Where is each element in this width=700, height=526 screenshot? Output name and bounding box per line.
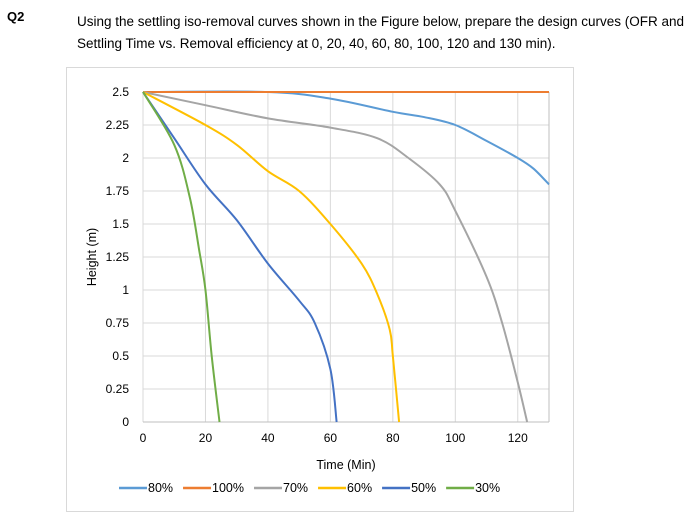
- y-tick-label: 2.5: [112, 85, 129, 99]
- legend-label: 100%: [212, 481, 244, 495]
- y-tick-label: 0.25: [106, 382, 130, 396]
- y-tick-label: 2.25: [106, 118, 130, 132]
- question-number: Q2: [7, 9, 25, 24]
- series-line-30pct: [142, 91, 221, 423]
- y-tick-label: 1.5: [112, 217, 129, 231]
- legend-label: 70%: [283, 481, 308, 495]
- legend: 80% 100% 70% 60% 50% 30%: [119, 481, 500, 495]
- series-line-70pct: [142, 91, 529, 423]
- y-axis-label: Height (m): [85, 228, 99, 286]
- y-tick-label: 1.25: [106, 250, 130, 264]
- legend-label: 60%: [347, 481, 372, 495]
- series-line-50pct: [142, 91, 338, 423]
- x-tick-label: 100: [445, 431, 465, 445]
- legend-label: 50%: [411, 481, 436, 495]
- series-lines: [142, 90, 550, 423]
- question-text: Using the settling iso-removal curves sh…: [77, 14, 685, 51]
- y-tick-label: 2: [122, 151, 129, 165]
- tick-labels: 0 0.25 0.5 0.75 1 1.25 1.5 1.75 2 2.25 2.5 0 20 40 60 8…: [106, 85, 528, 445]
- legend-label: 30%: [475, 481, 500, 495]
- x-tick-label: 120: [508, 431, 528, 445]
- x-tick-label: 40: [261, 431, 275, 445]
- x-tick-label: 60: [324, 431, 338, 445]
- x-tick-label: 0: [140, 431, 147, 445]
- x-tick-label: 20: [199, 431, 213, 445]
- y-tick-label: 0.5: [112, 349, 129, 363]
- y-tick-label: 1.75: [106, 184, 130, 198]
- y-tick-label: 0.75: [106, 316, 130, 330]
- x-axis-label: Time (Min): [316, 458, 375, 472]
- x-tick-label: 80: [386, 431, 400, 445]
- series-line-60pct: [142, 91, 401, 423]
- y-tick-label: 1: [122, 283, 129, 297]
- chart-frame: [66, 67, 574, 512]
- legend-label: 80%: [148, 481, 173, 495]
- y-tick-label: 0: [122, 415, 129, 429]
